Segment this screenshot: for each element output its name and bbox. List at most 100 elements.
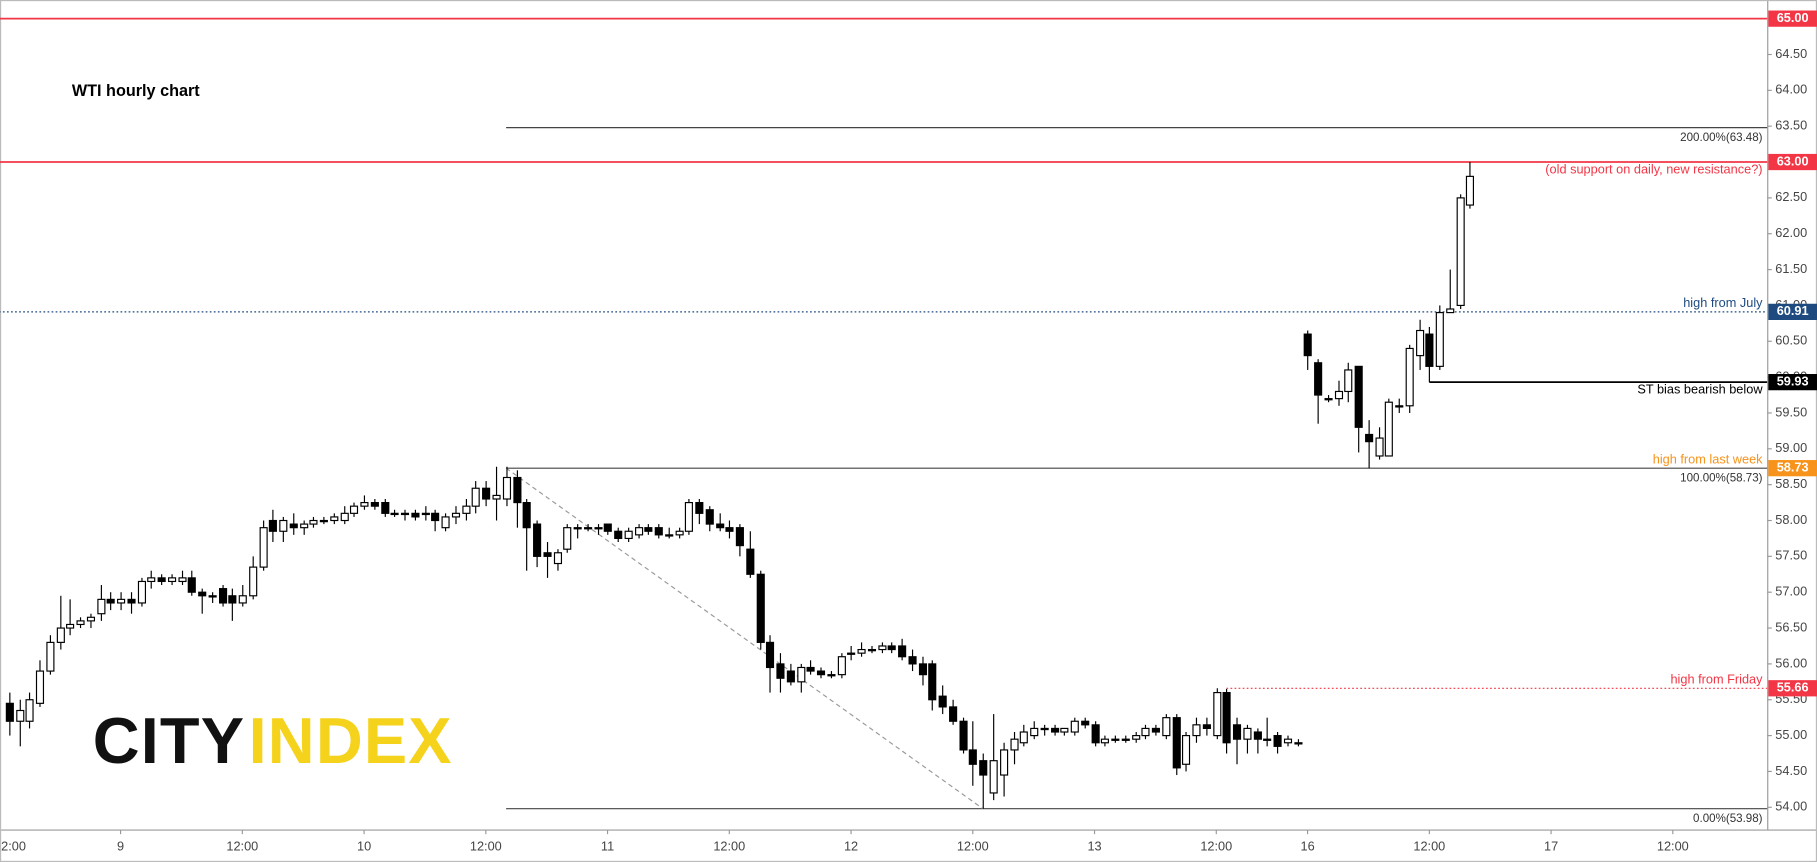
candle-body	[279, 519, 288, 532]
candle-body	[1294, 742, 1303, 745]
candle-body	[106, 598, 115, 604]
candle-body	[908, 656, 917, 665]
candle-body	[1405, 347, 1414, 407]
candle-body	[16, 709, 25, 722]
candle-body	[1456, 197, 1465, 307]
candle-body	[1395, 405, 1404, 408]
candle-body	[654, 527, 663, 536]
candle-body	[797, 666, 806, 683]
candle-body	[837, 656, 846, 676]
candle-body	[878, 645, 887, 651]
candle-body	[1202, 724, 1211, 730]
candle-body	[25, 699, 34, 722]
candle-body	[1172, 717, 1181, 769]
candle-body	[56, 627, 65, 643]
candle-body	[147, 577, 156, 583]
y-tick-label: 55.00	[1775, 727, 1807, 742]
candle-body	[1243, 727, 1252, 740]
y-tick-label: 57.00	[1775, 584, 1807, 599]
candle-body	[1354, 365, 1363, 428]
candle-body	[492, 494, 501, 500]
candle-body	[1060, 727, 1069, 733]
candle-body	[1384, 401, 1393, 457]
candle-body	[594, 527, 603, 530]
y-tick-label: 59.00	[1775, 440, 1807, 455]
candle-body	[198, 591, 207, 597]
x-tick-label: 12:00	[226, 838, 258, 853]
candle-body	[563, 527, 572, 550]
chart-title: WTI hourly chart	[72, 82, 200, 100]
candle-body	[219, 588, 228, 604]
candle-body	[735, 527, 744, 547]
x-tick-label: 10	[357, 838, 371, 853]
candle-body	[381, 502, 390, 514]
candle-body	[603, 523, 612, 532]
candle-body	[441, 516, 450, 529]
candle-body	[1100, 738, 1109, 744]
y-tick-label: 61.50	[1775, 261, 1807, 276]
candle-body	[127, 598, 136, 604]
candle-body	[898, 645, 907, 658]
candle-body	[1425, 333, 1434, 367]
candle-body	[887, 645, 896, 651]
candle-body	[370, 502, 379, 507]
candle-body	[97, 598, 106, 615]
candle-body	[35, 670, 45, 704]
candle-body	[319, 519, 328, 523]
candle-body	[1465, 175, 1474, 206]
y-tick-label: 57.50	[1775, 548, 1807, 563]
candle-body	[309, 519, 318, 525]
candle-body	[928, 663, 937, 701]
price-badge-label: 59.93	[1777, 374, 1809, 389]
fib-label: 100.00%(58.73)	[1680, 473, 1762, 485]
candle-body	[1192, 724, 1201, 737]
y-tick-label: 63.50	[1775, 118, 1807, 133]
candle-body	[765, 641, 775, 669]
candle-body	[5, 702, 14, 722]
candle-body	[1091, 724, 1100, 744]
candle-body	[979, 760, 988, 776]
x-tick-label: 12:00	[470, 838, 502, 853]
candle-body	[300, 523, 309, 529]
candle-body	[968, 749, 977, 765]
candle-body	[1273, 735, 1282, 747]
candle-body	[1141, 727, 1150, 737]
candle-body	[675, 530, 684, 536]
candle-body	[533, 523, 542, 557]
y-tick-label: 64.00	[1775, 82, 1807, 97]
candle-body	[857, 648, 866, 654]
candle-body	[1446, 308, 1455, 314]
candle-body	[959, 720, 968, 751]
price-badge-label: 63.00	[1777, 153, 1809, 168]
x-tick-label: 12:00	[1200, 838, 1232, 853]
candle-body	[157, 577, 166, 583]
candle-body	[1232, 724, 1242, 740]
candle-body	[1051, 727, 1060, 733]
candle-body	[431, 512, 440, 522]
level-note: (old support on daily, new resistance?)	[1545, 162, 1762, 177]
candle-body	[624, 530, 633, 540]
candle-body	[259, 527, 268, 568]
level-note: high from Friday	[1670, 672, 1763, 687]
candle-body	[1416, 329, 1425, 357]
candle-body	[513, 476, 522, 504]
y-tick-label: 60.50	[1775, 333, 1807, 348]
candle-body	[1111, 738, 1120, 741]
candle-body	[1081, 720, 1090, 726]
candle-body	[1344, 369, 1353, 393]
x-tick-label: 2:00	[1, 838, 26, 853]
candle-body	[522, 502, 531, 529]
candle-body	[208, 595, 217, 598]
candle-body	[238, 595, 247, 604]
candle-body	[137, 580, 147, 604]
fib-label: 200.00%(63.48)	[1680, 132, 1762, 144]
logo-text: CITY	[93, 704, 245, 777]
candle-body	[1132, 735, 1141, 740]
candle-body	[268, 519, 277, 532]
candle-body	[776, 663, 785, 679]
x-tick-label: 11	[601, 838, 614, 853]
level-note: ST bias bearish below	[1637, 382, 1763, 397]
candle-body	[1334, 390, 1344, 400]
y-tick-label: 56.00	[1775, 655, 1807, 670]
